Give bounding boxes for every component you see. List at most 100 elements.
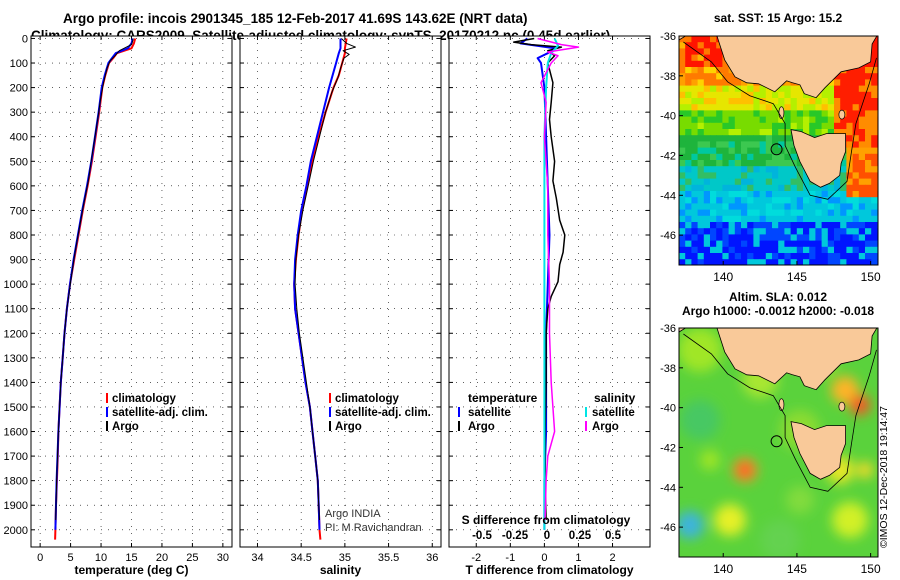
sst-cell (865, 234, 872, 242)
sst-cell (722, 203, 730, 211)
sst-cell (722, 166, 730, 173)
sst-cell (710, 215, 717, 223)
sst-cell (827, 110, 835, 118)
sst-cell (765, 203, 773, 211)
sst-cell (778, 191, 785, 198)
sst-cell (871, 240, 878, 248)
sst-cell (765, 116, 773, 124)
sst-cell (821, 203, 829, 211)
sst-cell (691, 234, 699, 242)
sst-cell (834, 203, 841, 211)
sst-cell (858, 110, 866, 118)
sst-cell (778, 246, 785, 254)
sst-cell (697, 147, 705, 155)
sst-cell (790, 259, 798, 265)
sst-cell (759, 172, 767, 180)
sst-cell (716, 104, 723, 111)
sst-cell (858, 234, 866, 242)
sst-cell (865, 197, 872, 204)
sst-cell (821, 104, 829, 111)
sst-cell (691, 166, 699, 173)
sst-cell (685, 172, 692, 180)
depth-tick-label: 1300 (4, 353, 28, 365)
sst-cell (821, 246, 829, 254)
sst-cell (858, 259, 866, 265)
sst-cell (710, 234, 717, 242)
sst-cell (815, 122, 823, 130)
sst-cell (846, 209, 854, 217)
sst-cell (747, 184, 754, 192)
sst-cell (852, 166, 860, 173)
sst-cell (796, 104, 804, 111)
sst-cell (753, 141, 761, 149)
sst-cell (716, 122, 723, 130)
sst-cell (679, 228, 686, 235)
sst-cell (741, 197, 748, 204)
sst-cell (679, 222, 686, 229)
sst-cell (722, 91, 730, 99)
sst-cell (716, 91, 723, 99)
sst-cell (747, 116, 754, 124)
sst-cell (697, 215, 705, 223)
sst-cell (827, 209, 835, 217)
sst-cell (858, 122, 866, 130)
sst-cell (784, 79, 792, 87)
sst-cell (809, 184, 816, 192)
sst-cell (821, 240, 829, 248)
sst-cell (858, 172, 866, 180)
sst-cell (765, 253, 773, 260)
sst-cell (772, 228, 779, 235)
sst-cell (685, 153, 692, 161)
sst-cell (728, 129, 736, 136)
sst-cell (809, 203, 816, 211)
sst-cell (679, 116, 686, 124)
sst-cell (747, 178, 754, 186)
sst-cell (834, 246, 841, 254)
sst-cell (753, 240, 761, 248)
sst-cell (710, 67, 717, 74)
sst-cell (697, 197, 705, 204)
sst-cell (846, 98, 854, 105)
x-tick-label: 15 (125, 552, 137, 564)
sst-cell (846, 73, 854, 80)
sst-cell (741, 191, 748, 198)
sst-cell (679, 48, 686, 56)
sst-cell (734, 191, 742, 198)
sst-cell (809, 246, 816, 254)
sst-cell (697, 234, 705, 242)
sst-cell (784, 178, 792, 186)
sst-cell (734, 209, 742, 217)
sst-cell (679, 153, 686, 161)
sst-cell (759, 110, 767, 118)
sst-cell (716, 129, 723, 136)
sst-cell (722, 147, 730, 155)
temperature-panel: 0100200300400500600700800900100011001200… (4, 33, 233, 577)
sst-cell (803, 228, 810, 235)
sst-cell (865, 253, 872, 260)
sst-cell (697, 191, 705, 198)
sst-cell (865, 67, 872, 74)
sst-cell (796, 184, 804, 192)
sst-cell (846, 253, 854, 260)
sst-cell (871, 54, 878, 62)
secondary-tick-label: 0.5 (605, 530, 622, 542)
sst-cell (765, 129, 773, 136)
sst-cell (772, 234, 779, 242)
sst-cell (685, 203, 692, 211)
sst-cell (790, 222, 798, 229)
depth-tick-label: 1800 (4, 476, 28, 488)
sst-cell (759, 197, 767, 204)
sst-cell (703, 110, 711, 118)
sst-cell (710, 203, 717, 211)
sst-cell (834, 110, 841, 118)
x-tick-label: 5 (68, 552, 74, 564)
sst-cell (790, 147, 798, 155)
x-tick-label: 140 (713, 270, 733, 284)
sst-cell (691, 222, 699, 229)
sst-cell (728, 178, 736, 186)
sst-cell (679, 147, 686, 155)
sst-cell (821, 184, 829, 192)
sst-cell (741, 253, 748, 260)
legend-entry: Argo (592, 421, 619, 433)
sst-cell (703, 191, 711, 198)
